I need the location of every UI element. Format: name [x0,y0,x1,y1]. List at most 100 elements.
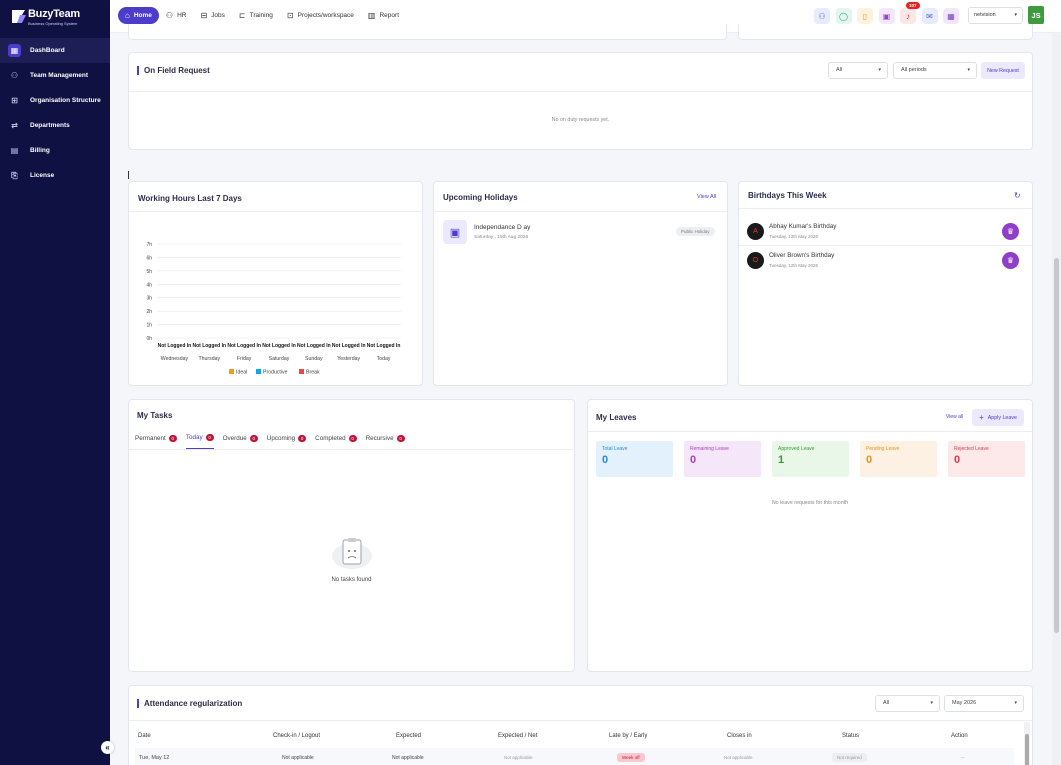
nav-hr[interactable]: ⚇ HR [159,7,194,24]
org-select[interactable]: netvision ▾ [968,7,1023,24]
attendance-month-select[interactable]: May 2026 ▾ [944,695,1024,712]
table-scrollbar[interactable] [1024,722,1030,765]
stat-label: Approved Leave [778,446,815,452]
divider [739,208,1032,209]
nav-home[interactable]: ⌂ Home [118,7,159,24]
tab-recursive[interactable]: Recursive 0 [366,434,405,449]
tab-overdue[interactable]: Overdue 0 [223,434,258,449]
nav-projects[interactable]: ⊡ Projects/workspace [280,7,361,24]
attendance-status-select[interactable]: All ▾ [875,695,940,712]
x-tick-label: Today [377,356,391,362]
on-field-status-select[interactable]: All ▾ [828,62,888,79]
y-tick-label: 7h [146,242,152,248]
divider [434,211,727,212]
divider [129,91,1032,92]
bar-data-label: Not Logged In [158,343,192,349]
sidebar-item-label: Organisation Structure [30,97,101,104]
calendar-icon[interactable]: ▦ [943,8,959,24]
workspace-icon: ⊡ [286,11,294,20]
holidays-title: Upcoming Holidays [443,193,518,202]
home-icon: ⌂ [125,11,130,20]
legend-label: Productive [263,370,288,376]
on-field-period-select[interactable]: All periods ▾ [893,62,977,79]
x-tick-label: Yesterday [337,356,360,362]
select-value: May 2026 [952,700,977,706]
refresh-icon[interactable]: ↻ [1014,191,1021,200]
page-scrollbar[interactable] [1052,33,1061,765]
col-expected-net: Expected / Net [498,733,538,739]
calendar-icon: ▣ [443,220,467,244]
dashboard-icon: ▦ [8,44,21,57]
logo-mark-icon [12,10,26,23]
notification-badge: 107 [906,2,920,9]
cake-icon[interactable]: ♛ [1002,223,1019,240]
chat-icon[interactable]: ◯ [835,8,852,24]
legend-swatch [229,369,234,374]
nav-report[interactable]: ▥ Report [361,7,406,24]
sidebar-item-license[interactable]: ⎘ License [0,163,110,188]
nav-label: Projects/workspace [297,12,354,19]
clipboard-icon[interactable]: ▯ [857,8,873,24]
my-tasks-card: My Tasks Permanent 0 Today 0 Overdue 0 Upco… [128,399,575,672]
leaves-view-all-link[interactable]: View all [946,414,964,420]
nav-training[interactable]: ⊏ Training [232,7,280,24]
apply-leave-button[interactable]: + Apply Leave [972,409,1024,426]
my-leaves-card: My Leaves View all + Apply Leave Total Le… [587,399,1033,672]
tab-permanent[interactable]: Permanent 0 [135,434,177,449]
divider [129,720,1032,721]
sidebar-item-departments[interactable]: ⇄ Departments [0,113,110,138]
divider [129,449,574,450]
y-tick-label: 6h [146,255,152,261]
select-value: All [883,700,890,706]
header-icons: ⚇ ◯ ▯ ▣ ♪ 107 ✉ ▦ [814,2,965,24]
sidebar-item-label: Billing [30,147,50,154]
table-row: Tue, May 12 Not applicable Not applicabl… [135,748,1014,765]
col-status: Status [842,733,860,739]
bar-data-label: Not Logged In [262,343,296,349]
x-tick-label: Sunday [305,356,323,362]
nav-jobs[interactable]: ⊟ Jobs [193,7,231,24]
holidays-view-all-link[interactable]: View All [697,194,717,200]
tasks-empty-text: No tasks found [331,577,372,583]
app-logo[interactable]: BuzyTeam Business Operating System [11,8,101,28]
stat-label: Rejected Leave [954,446,989,452]
bell-icon[interactable]: ♪ 107 [900,2,920,24]
cake-icon[interactable]: ♛ [1002,252,1019,269]
user-avatar[interactable]: JS [1028,6,1044,24]
cell-expected-net: Not applicable [504,755,533,760]
tab-upcoming[interactable]: Upcoming 0 [267,434,307,449]
divider [129,211,422,212]
stat-label: Total Leave [602,446,628,452]
tab-count-badge: 0 [205,434,214,441]
tab-count-badge: 0 [168,434,177,442]
previous-card-bottom [128,24,727,40]
sidebar-item-team-management[interactable]: ⚇ Team Management [0,63,110,88]
sidebar-item-billing[interactable]: ▤ Billing [0,138,110,163]
team-header-icon[interactable]: ⚇ [814,8,830,24]
y-tick-label: 0h [146,336,152,342]
week-off-badge: Week off [617,753,645,762]
sidebar-nav: ▦ DashBoard ⚇ Team Management ⊞ Organisa… [0,38,110,188]
sidebar-collapse-button[interactable]: « [101,741,114,754]
sidebar-item-dashboard[interactable]: ▦ DashBoard [0,38,110,63]
tab-completed[interactable]: Completed 0 [315,434,357,449]
text-cursor [128,171,129,179]
tab-count-badge: 0 [348,434,357,442]
license-icon: ⎘ [11,170,18,180]
table-scroll-thumb[interactable] [1025,734,1029,765]
y-tick-label: 3h [146,296,152,302]
sidebar-item-label: Departments [30,122,70,129]
tab-today[interactable]: Today 0 [185,434,214,449]
col-expected: Expected [396,733,422,739]
org-select-value: netvision [974,12,996,18]
new-request-button[interactable]: New Request [981,62,1025,79]
page-scroll-thumb[interactable] [1054,258,1059,633]
sidebar-item-organisation-structure[interactable]: ⊞ Organisation Structure [0,88,110,113]
mail-icon[interactable]: ✉ [921,8,938,24]
birthday-avatar: A [747,223,764,240]
gift-icon[interactable]: ▣ [878,8,895,24]
task-tabs: Permanent 0 Today 0 Overdue 0 Upcoming 0 Com… [135,434,414,449]
pending-leave-stat: Pending Leave 0 [860,441,937,477]
previous-card-bottom-right [738,24,1033,40]
birthday-name: Abhay Kumar's Birthday [769,223,837,230]
